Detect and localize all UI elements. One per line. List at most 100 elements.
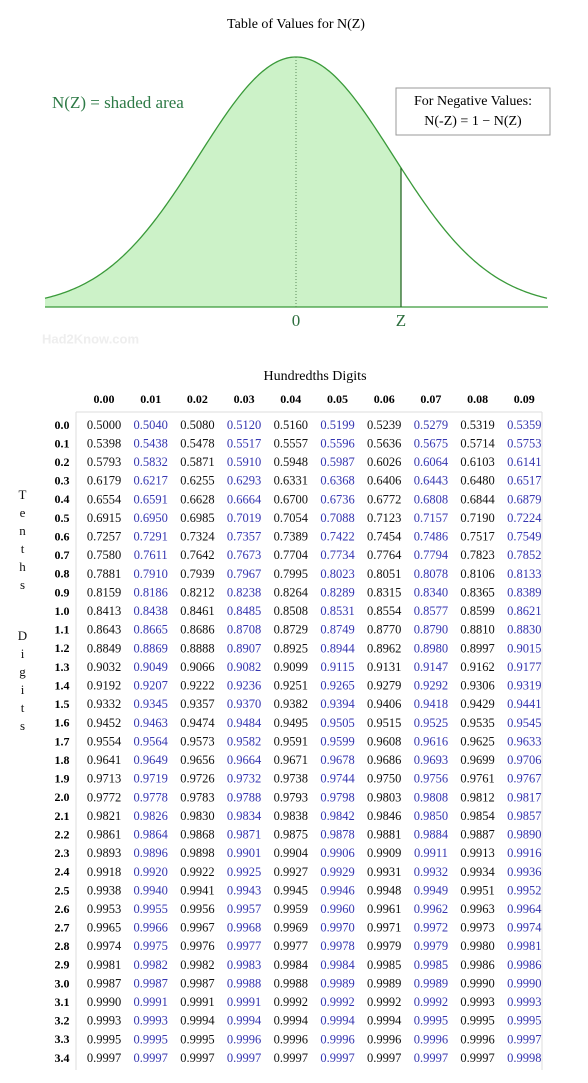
table-cell: 0.9994 <box>320 1014 355 1028</box>
table-cell: 0.9987 <box>180 976 214 990</box>
table-cell: 0.5871 <box>180 455 214 469</box>
table-cell: 0.9898 <box>180 846 214 860</box>
table-cell: 0.9985 <box>414 958 448 972</box>
table-cell: 0.9236 <box>227 679 261 693</box>
table-cell: 0.7734 <box>320 548 355 562</box>
table-cell: 0.9989 <box>320 976 354 990</box>
table-cell: 0.8051 <box>367 567 401 581</box>
table-cell: 0.9977 <box>227 939 261 953</box>
table-cell: 0.9949 <box>414 883 448 897</box>
table-cell: 0.9941 <box>180 883 214 897</box>
row-header: 1.3 <box>55 660 70 674</box>
row-header: 3.3 <box>55 1032 70 1046</box>
table-cell: 0.9162 <box>460 660 494 674</box>
table-cell: 0.5714 <box>460 436 495 450</box>
table-cell: 0.9992 <box>274 995 308 1009</box>
table-cell: 0.9931 <box>367 865 401 879</box>
table-cell: 0.9978 <box>320 939 354 953</box>
row-header: 0.3 <box>55 474 70 488</box>
column-header: 0.09 <box>514 392 535 406</box>
table-cell: 0.7673 <box>227 548 261 562</box>
table-cell: 0.8708 <box>227 623 261 637</box>
table-cell: 0.9406 <box>367 697 401 711</box>
table-cell: 0.9812 <box>460 790 494 804</box>
table-cell: 0.9997 <box>460 1051 494 1065</box>
table-cell: 0.9920 <box>134 865 168 879</box>
table-cell: 0.9990 <box>507 976 541 990</box>
table-cell: 0.8643 <box>87 623 121 637</box>
row-header: 2.7 <box>55 920 70 934</box>
table-cell: 0.6736 <box>320 492 354 506</box>
row-header: 1.8 <box>55 753 70 767</box>
table-cell: 0.9222 <box>180 679 214 693</box>
row-header: 2.8 <box>55 939 70 953</box>
row-title: Digits <box>15 628 30 736</box>
table-cell: 0.9871 <box>227 828 261 842</box>
table-cell: 0.6915 <box>87 511 121 525</box>
table-cell: 0.9177 <box>507 660 541 674</box>
table-cell: 0.9418 <box>414 697 448 711</box>
table-cell: 0.8686 <box>180 623 214 637</box>
table-cell: 0.9998 <box>507 1051 541 1065</box>
row-title: Tenths <box>15 487 30 595</box>
table-cell: 0.9982 <box>134 958 168 972</box>
table-cell: 0.7157 <box>414 511 448 525</box>
table-cell: 0.9989 <box>367 976 401 990</box>
table-cell: 0.8980 <box>414 641 448 655</box>
table-cell: 0.7422 <box>320 530 354 544</box>
table-cell: 0.6844 <box>460 492 495 506</box>
table-cell: 0.9599 <box>320 734 354 748</box>
table-cell: 0.9382 <box>274 697 308 711</box>
table-cell: 0.5832 <box>134 455 168 469</box>
table-cell: 0.9989 <box>414 976 448 990</box>
table-cell: 0.8849 <box>87 641 121 655</box>
table-cell: 0.5478 <box>180 436 214 450</box>
shaded-label: N(Z) = shaded area <box>52 93 184 112</box>
row-header: 1.0 <box>55 604 70 618</box>
table-cell: 0.7517 <box>460 530 494 544</box>
table-cell: 0.9893 <box>87 846 121 860</box>
table-cell: 0.9357 <box>180 697 214 711</box>
table-cell: 0.9319 <box>507 679 541 693</box>
table-cell: 0.9997 <box>180 1051 214 1065</box>
table-cell: 0.9916 <box>507 846 541 860</box>
table-cell: 0.9854 <box>460 809 495 823</box>
table-cell: 0.6293 <box>227 474 261 488</box>
table-cell: 0.9616 <box>414 734 448 748</box>
row-header: 1.1 <box>55 623 70 637</box>
table-cell: 0.9545 <box>507 716 541 730</box>
table-cell: 0.9798 <box>320 790 354 804</box>
table-cell: 0.9306 <box>460 679 494 693</box>
table-cell: 0.5398 <box>87 436 121 450</box>
table-cell: 0.8264 <box>274 585 309 599</box>
table-cell: 0.9664 <box>227 753 262 767</box>
table-cell: 0.9838 <box>274 809 308 823</box>
table-cell: 0.9265 <box>320 679 354 693</box>
table-cell: 0.9983 <box>227 958 261 972</box>
table-cell: 0.9608 <box>367 734 401 748</box>
table-cell: 0.9994 <box>274 1014 309 1028</box>
table-cell: 0.6808 <box>414 492 448 506</box>
table-cell: 0.6368 <box>320 474 354 488</box>
table-cell: 0.9971 <box>367 921 401 935</box>
table-cell: 0.9932 <box>414 865 448 879</box>
table-cell: 0.6103 <box>460 455 494 469</box>
table-cell: 0.9808 <box>414 790 448 804</box>
table-cell: 0.9960 <box>320 902 354 916</box>
table-cell: 0.6517 <box>507 474 541 488</box>
table-cell: 0.7257 <box>87 530 121 544</box>
table-cell: 0.6591 <box>134 492 168 506</box>
table-cell: 0.6026 <box>367 455 401 469</box>
table-cell: 0.9726 <box>180 772 214 786</box>
table-cell: 0.9429 <box>460 697 494 711</box>
table-cell: 0.9693 <box>414 753 448 767</box>
table-cell: 0.9649 <box>134 753 168 767</box>
table-cell: 0.6950 <box>134 511 168 525</box>
table-cell: 0.9834 <box>227 809 262 823</box>
table-cell: 0.6331 <box>274 474 308 488</box>
column-header: 0.08 <box>467 392 488 406</box>
table-cell: 0.8665 <box>134 623 168 637</box>
table-cell: 0.8729 <box>274 623 308 637</box>
table-cell: 0.8508 <box>274 604 308 618</box>
table-cell: 0.9962 <box>414 902 448 916</box>
